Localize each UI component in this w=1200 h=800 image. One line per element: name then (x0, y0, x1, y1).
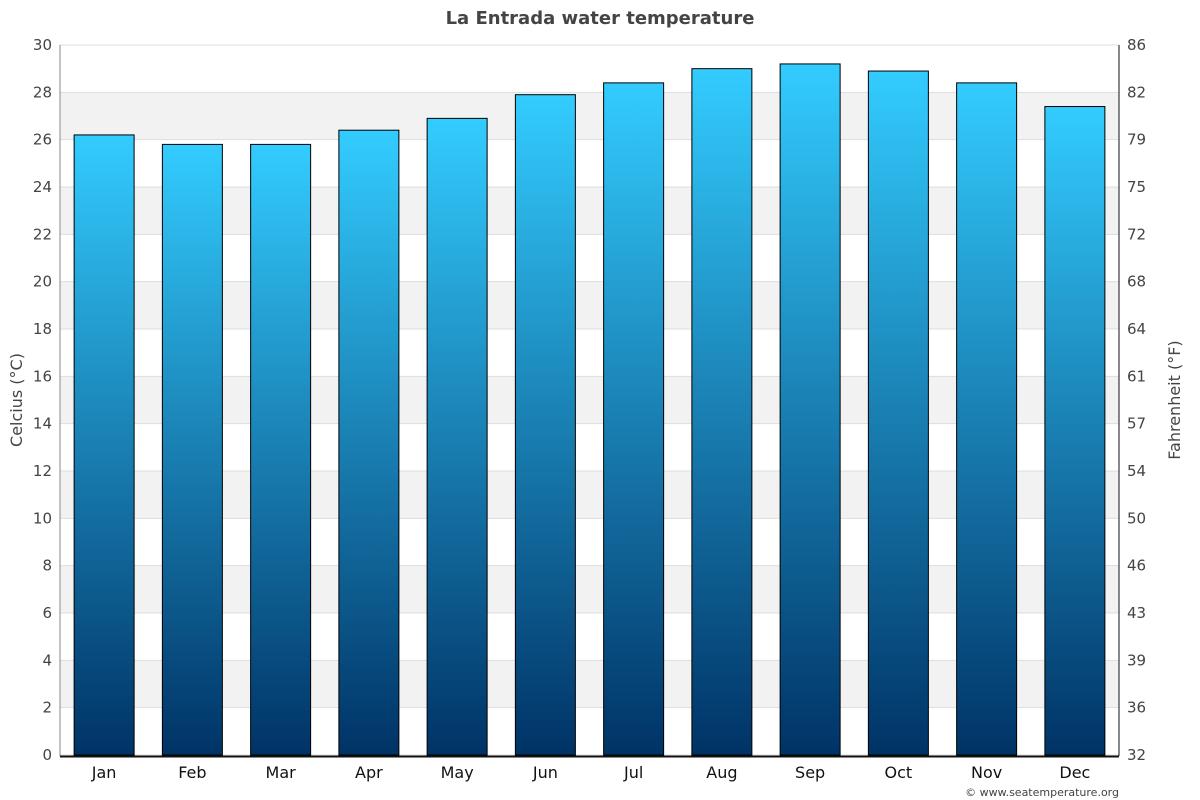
y2-tick-label: 64 (1127, 320, 1146, 338)
y-tick-label: 8 (42, 557, 52, 575)
bar-jun (514, 94, 576, 756)
grid-band (60, 376, 1119, 424)
chart-title: La Entrada water temperature (446, 8, 755, 29)
y2-tick-label: 50 (1127, 509, 1146, 527)
x-tick-label: Oct (885, 763, 913, 782)
bar-mar (250, 143, 312, 756)
y-axis-left-label: Celcius (°C) (7, 353, 26, 447)
y2-tick-label: 32 (1127, 746, 1146, 764)
y2-tick-label: 82 (1127, 83, 1146, 101)
x-tick-label: Jun (532, 763, 558, 782)
x-tick-label: Nov (971, 763, 1002, 782)
y-tick-label: 14 (33, 415, 52, 433)
bar-aug (691, 68, 753, 756)
y2-tick-label: 79 (1127, 131, 1146, 149)
bars (73, 63, 1106, 756)
y2-tick-label: 39 (1127, 651, 1146, 669)
y2-tick-label: 68 (1127, 273, 1146, 291)
y2-tick-label: 61 (1127, 367, 1146, 385)
grid-band (60, 92, 1119, 140)
bar-jan (73, 134, 135, 756)
grid-band (60, 660, 1119, 708)
x-tick-label: May (441, 763, 474, 782)
y-tick-label: 18 (33, 320, 52, 338)
y2-tick-label: 43 (1127, 604, 1146, 622)
bar-apr (338, 129, 400, 756)
y2-tick-label: 54 (1127, 462, 1146, 480)
y2-tick-label: 72 (1127, 225, 1146, 243)
y-tick-label: 6 (42, 604, 52, 622)
grid-bands (60, 92, 1119, 708)
grid-band (60, 187, 1119, 235)
y-tick-label: 4 (42, 651, 52, 669)
x-tick-label: Apr (355, 763, 383, 782)
x-tick-label: Jul (623, 763, 643, 782)
x-axis-ticks: Jan Feb Mar Apr May Jun Jul Aug Sep Oct Nov Dec (91, 763, 1091, 782)
bar-nov (956, 82, 1018, 756)
x-tick-label: Feb (178, 763, 206, 782)
x-tick-label: Mar (266, 763, 297, 782)
bar-dec (1044, 106, 1106, 756)
y-tick-label: 22 (33, 225, 52, 243)
y-tick-label: 16 (33, 367, 52, 385)
bar-feb (161, 143, 223, 756)
y-tick-label: 10 (33, 509, 52, 527)
credit-text: © www.seatemperature.org (965, 786, 1119, 799)
y-tick-label: 0 (42, 746, 52, 764)
grid-band (60, 471, 1119, 519)
y-axis-right-ticks: 32 36 39 43 46 50 54 57 61 64 68 72 75 79 82 86 (1127, 36, 1146, 764)
y2-tick-label: 36 (1127, 699, 1146, 717)
y-tick-label: 30 (33, 36, 52, 54)
y-tick-label: 28 (33, 83, 52, 101)
y2-tick-label: 86 (1127, 36, 1146, 54)
x-tick-label: Aug (706, 763, 737, 782)
y-tick-label: 24 (33, 178, 52, 196)
y2-tick-label: 57 (1127, 415, 1146, 433)
bar-jul (603, 82, 665, 756)
y2-tick-label: 75 (1127, 178, 1146, 196)
grid-band (60, 565, 1119, 613)
x-tick-label: Dec (1059, 763, 1090, 782)
y2-tick-label: 46 (1127, 557, 1146, 575)
y-axis-right-label: Fahrenheit (°F) (1165, 340, 1184, 459)
x-tick-label: Jan (91, 763, 117, 782)
y-tick-label: 20 (33, 273, 52, 291)
y-tick-label: 2 (42, 699, 52, 717)
bar-sep (779, 63, 841, 756)
bar-may (426, 117, 488, 756)
bar-oct (867, 70, 929, 756)
y-tick-label: 12 (33, 462, 52, 480)
x-tick-label: Sep (795, 763, 825, 782)
y-tick-label: 26 (33, 131, 52, 149)
grid-band (60, 281, 1119, 329)
gridlines (60, 44, 1119, 756)
